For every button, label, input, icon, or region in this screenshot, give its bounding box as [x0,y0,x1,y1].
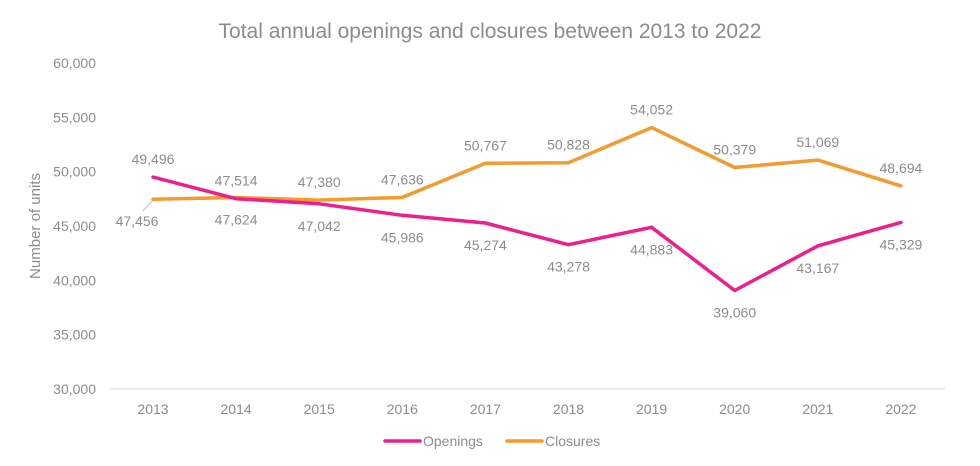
data-label-openings: 44,883 [630,241,673,257]
data-label-closures: 48,694 [879,160,922,176]
x-tick-label: 2015 [304,401,335,417]
y-tick-label: 45,000 [53,218,96,234]
data-label-closures: 47,624 [215,211,258,227]
data-label-openings: 47,042 [298,218,341,234]
data-label-closures: 50,379 [713,142,756,158]
data-label-closures: 47,380 [298,174,341,190]
x-tick-label: 2013 [137,401,168,417]
y-tick-label: 50,000 [53,164,96,180]
data-label-closures: 47,636 [381,171,424,187]
data-label-openings: 45,274 [464,237,507,253]
data-label-closures: 50,767 [464,137,507,153]
y-tick-labels: 30,000 35,000 40,000 45,000 50,000 55,000 60,0… [53,55,96,397]
data-label-openings: 45,329 [879,236,922,252]
chart-title: Total annual openings and closures betwe… [219,20,762,43]
x-tick-label: 2020 [719,401,750,417]
data-label-closures: 47,456 [116,213,159,229]
series-line-closures [151,125,903,202]
y-tick-label: 40,000 [53,272,96,288]
y-tick-label: 30,000 [53,381,96,397]
data-label-closures: 51,069 [796,134,839,150]
x-tick-label: 2022 [885,401,916,417]
legend-closures-label: Closures [545,433,600,449]
data-label-openings: 43,167 [796,260,839,276]
x-tick-label: 2014 [221,401,252,417]
series-lines [151,125,903,293]
x-tick-labels: 2013 2014 2015 2016 2017 2018 2019 2020 2021 2022 [137,401,916,417]
y-tick-label: 55,000 [53,109,96,125]
x-tick-label: 2021 [802,401,833,417]
data-label-openings: 47,514 [215,173,258,189]
data-label-openings: 43,278 [547,259,590,275]
y-tick-label: 35,000 [53,327,96,343]
data-label-openings: 39,060 [713,305,756,321]
x-tick-label: 2019 [636,401,667,417]
y-axis-title: Number of units [27,173,44,279]
x-tick-label: 2016 [387,401,418,417]
data-label-openings: 45,986 [381,229,424,245]
legend: Openings Closures [383,433,600,449]
x-tick-label: 2018 [553,401,584,417]
data-label-openings: 49,496 [132,151,175,167]
data-labels: 49,496 47,514 47,042 45,986 45,274 43,278 44,8… [116,102,923,321]
y-tick-label: 60,000 [53,55,96,71]
data-label-closures: 54,052 [630,102,673,118]
x-tick-label: 2017 [470,401,501,417]
legend-openings-label: Openings [423,433,483,449]
label-leader-line [142,200,153,212]
series-line-openings [151,175,903,293]
data-label-closures: 50,828 [547,137,590,153]
